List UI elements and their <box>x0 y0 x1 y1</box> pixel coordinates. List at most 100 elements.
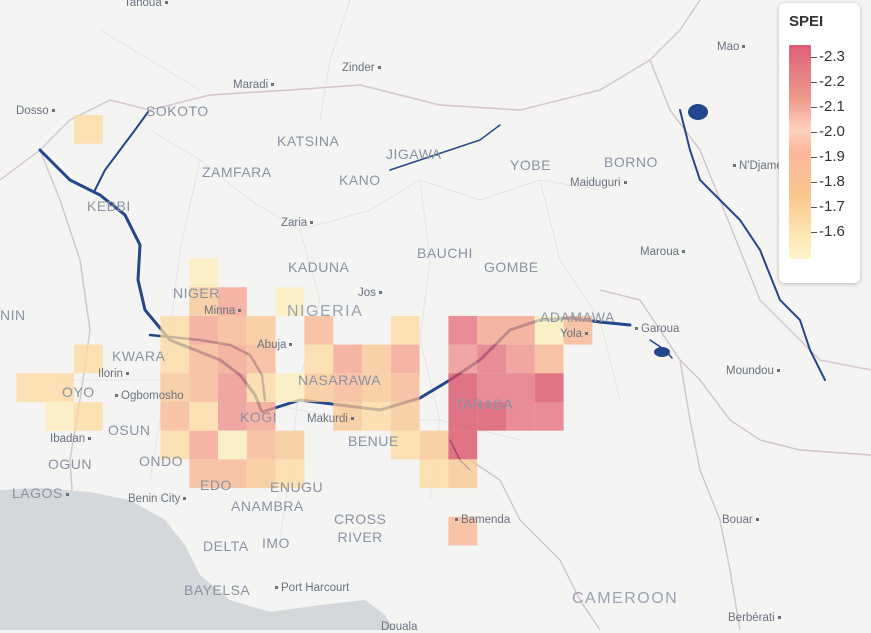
spei-cell <box>419 459 449 489</box>
label-edo: EDO <box>200 477 232 493</box>
label-enugu: ENUGU <box>270 479 324 495</box>
spei-cell <box>246 315 276 345</box>
spei-cell <box>160 315 190 345</box>
spei-cell <box>189 402 218 431</box>
spei-cell <box>333 373 362 402</box>
sokoto-river <box>94 111 149 191</box>
spei-cell <box>275 373 305 402</box>
label-kano: KANO <box>339 172 381 188</box>
label-imo: IMO <box>262 535 290 551</box>
spei-cell <box>448 516 478 546</box>
spei-cell <box>218 430 247 460</box>
spei-cell <box>448 459 478 489</box>
spei-cell <box>45 373 74 402</box>
lagdo-lake <box>654 347 670 357</box>
spei-cell <box>218 287 247 316</box>
spei-cell <box>477 373 506 402</box>
spei-cell <box>246 402 276 431</box>
spei-cell <box>160 430 190 460</box>
spei-cell <box>419 430 449 460</box>
legend-tick: -1.9 <box>811 148 845 165</box>
label-dosso: Dosso <box>16 105 58 117</box>
spei-cell <box>218 315 247 345</box>
label-oyo: OYO <box>62 384 95 400</box>
label-delta: DELTA <box>203 538 249 554</box>
label-ilorin: Ilorin <box>98 368 132 380</box>
label-berberati: Berbérati <box>728 612 784 624</box>
spei-cell <box>45 402 74 431</box>
rivers <box>38 109 826 471</box>
label-osun: OSUN <box>108 422 151 438</box>
spei-cell <box>506 315 535 345</box>
label-yola: Yola <box>560 328 591 340</box>
spei-cell <box>160 402 190 431</box>
spei-cell <box>74 115 103 144</box>
spei-cell <box>160 344 190 374</box>
legend-tick: -2.0 <box>811 123 845 140</box>
label-tahoua: Tahoua <box>124 0 171 9</box>
label-jigawa: JIGAWA <box>386 146 442 162</box>
hadejia-river <box>389 124 501 171</box>
spei-cell <box>362 373 391 402</box>
spei-cell <box>333 402 362 431</box>
label-bayelsa: BAYELSA <box>184 582 251 598</box>
spei-cell <box>448 315 478 345</box>
label-borno: BORNO <box>604 154 658 170</box>
legend-tick: -2.1 <box>811 98 845 115</box>
label-makurdi: Makurdi <box>307 413 357 425</box>
legend-color-bar <box>789 45 811 259</box>
spei-grid <box>16 115 593 546</box>
label-lagos: LAGOS <box>12 485 72 501</box>
label-bamenda: Bamenda <box>452 514 510 526</box>
label-benin-country: NIN <box>0 307 26 323</box>
label-zamfara: ZAMFARA <box>202 164 272 180</box>
spei-cell <box>74 402 103 431</box>
spei-cell <box>189 258 218 288</box>
label-zaria: Zaria <box>281 217 316 229</box>
spei-cell <box>448 402 478 431</box>
spei-cell <box>246 373 276 402</box>
label-sokoto: SOKOTO <box>146 103 209 119</box>
spei-cell <box>477 315 506 345</box>
legend-tick: -1.7 <box>811 198 845 215</box>
spei-cell <box>477 344 506 374</box>
spei-cell <box>390 430 420 460</box>
spei-cell <box>74 344 103 374</box>
label-minna: Minna <box>204 305 244 317</box>
spei-cell <box>160 373 190 402</box>
spei-cell <box>275 430 305 460</box>
spei-legend: SPEI -2.3 -2.2 -2.1 -2.0 -1.9 -1.8 -1.7 … <box>779 3 860 283</box>
spei-cell <box>390 344 420 374</box>
legend-tick: -2.3 <box>811 48 845 65</box>
label-yobe: YOBE <box>510 157 551 173</box>
label-benue: BENUE <box>348 433 399 449</box>
legend-tick: -1.6 <box>811 223 845 240</box>
spei-cell <box>246 459 276 489</box>
legend-tick: -1.8 <box>811 173 845 190</box>
legend-title: SPEI <box>789 13 824 30</box>
spei-cell <box>218 373 247 402</box>
legend-tick: -2.2 <box>811 73 845 90</box>
label-port-harcourt: Port Harcourt <box>272 582 349 594</box>
label-benin-city: Benin City <box>128 493 189 505</box>
spei-cell <box>304 315 334 345</box>
label-kwara: KWARA <box>112 348 166 364</box>
label-gombe: GOMBE <box>484 259 539 275</box>
spei-cell <box>506 373 535 402</box>
label-adamawa: ADAMAWA <box>540 309 615 325</box>
spei-cell <box>218 459 247 489</box>
spei-cell <box>534 373 564 402</box>
label-kaduna: KADUNA <box>288 259 350 275</box>
label-kebbi: KEBBI <box>87 198 131 214</box>
label-nigeria: NIGERIA <box>287 303 364 320</box>
lake-chad-shore <box>679 109 826 381</box>
spei-cell <box>563 315 593 345</box>
spei-cell <box>390 315 420 345</box>
label-bauchi: BAUCHI <box>417 245 473 261</box>
label-douala: Douala <box>381 621 418 633</box>
spei-cell <box>189 344 218 374</box>
spei-cell <box>390 373 420 402</box>
spei-cell <box>390 402 420 431</box>
label-nasarawa: NASARAWA <box>298 372 382 388</box>
